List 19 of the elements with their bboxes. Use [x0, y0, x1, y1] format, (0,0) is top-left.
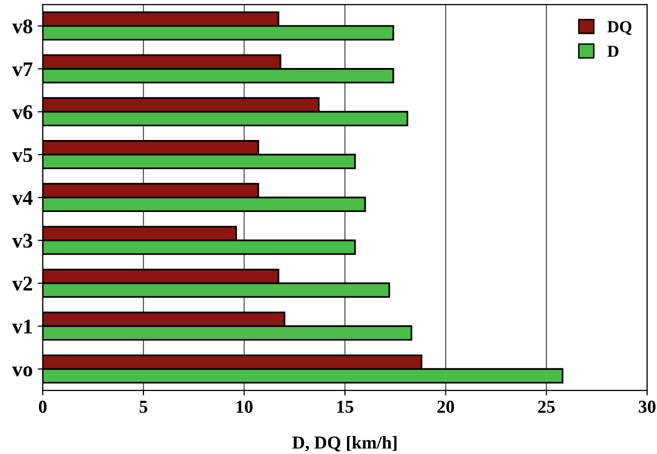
y-tick-label: v7 [12, 62, 32, 76]
x-tick-label: 0 [38, 400, 47, 413]
y-tick-label: v4 [12, 191, 33, 205]
y-tick-label: v3 [12, 234, 32, 248]
y-tick-label: vo [12, 366, 32, 376]
x-tick-label: 15 [337, 400, 354, 413]
x-tick-label: 20 [437, 400, 454, 413]
x-axis-title: D, DQ [km/h] [292, 436, 396, 452]
y-tick-label: v6 [12, 105, 32, 120]
y-tick-label: v5 [12, 148, 32, 162]
y-tick-label: v1 [12, 320, 32, 334]
y-tick-label: v8 [12, 19, 32, 34]
y-tick-label: v2 [12, 276, 32, 291]
legend-label: DQ [607, 21, 632, 35]
x-tick-label: 10 [236, 400, 253, 413]
legend-label: D [607, 46, 618, 57]
x-tick-label: 5 [140, 400, 148, 413]
x-tick-label: 25 [538, 400, 555, 413]
x-tick-label: 30 [638, 400, 656, 413]
